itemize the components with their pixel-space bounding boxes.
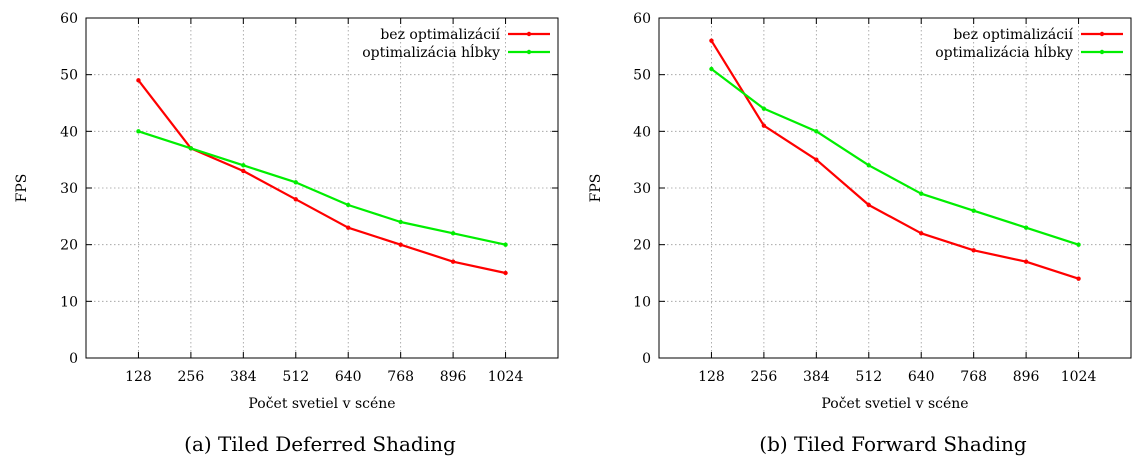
data-point <box>241 163 246 168</box>
data-point <box>293 197 298 202</box>
x-tick-label: 768 <box>960 369 987 385</box>
y-axis-label: FPS <box>14 174 30 203</box>
x-tick-label: 512 <box>282 369 309 385</box>
data-point <box>971 208 976 213</box>
data-point <box>919 191 924 196</box>
data-point <box>398 242 403 247</box>
data-point <box>346 202 351 208</box>
data-point <box>971 248 976 253</box>
subfigure-caption: (b) Tiled Forward Shading <box>759 432 1027 456</box>
data-point <box>761 123 767 128</box>
chart-a: 0 10 20 30 40 50 60 128 256 384 512 640 768 896 1024 Po… <box>14 11 559 456</box>
data-point <box>1076 242 1081 247</box>
data-point <box>814 129 819 134</box>
data-point <box>709 38 714 43</box>
x-tick-label: 256 <box>751 369 778 385</box>
y-tick-label: 20 <box>633 238 651 254</box>
series-line-1 <box>138 130 506 246</box>
legend-label: optimalizácia hĺbky <box>935 43 1073 61</box>
data-point <box>188 146 194 151</box>
series-line-1 <box>710 68 1079 246</box>
series-line-0 <box>710 40 1079 280</box>
series-line-0 <box>137 79 506 275</box>
x-tick-label: 640 <box>335 369 362 385</box>
y-tick-label: 40 <box>60 124 78 140</box>
data-point <box>450 231 456 236</box>
y-tick-label: 60 <box>60 11 78 27</box>
x-tick-label: 1024 <box>1061 369 1097 385</box>
y-tick-label: 50 <box>633 68 651 84</box>
data-point <box>866 163 871 168</box>
data-point <box>136 78 141 83</box>
x-tick-label: 896 <box>1013 369 1040 385</box>
chart-b: 0 10 20 30 40 50 60 128 256 384 512 640 768 896 1024 Po… <box>588 11 1132 456</box>
x-axis-label: Počet svetiel v scéne <box>821 396 968 412</box>
x-tick-label: 768 <box>387 369 414 385</box>
data-point <box>1023 259 1029 264</box>
y-tick-label: 10 <box>633 294 651 310</box>
data-point <box>398 219 403 225</box>
x-tick-label: 128 <box>125 369 152 385</box>
data-point <box>293 180 298 185</box>
legend-marker <box>1099 31 1105 37</box>
x-tick-label: 128 <box>698 369 725 385</box>
x-tick-label: 640 <box>908 369 935 385</box>
legend-marker <box>526 49 532 55</box>
data-point <box>241 168 246 174</box>
data-point <box>503 242 508 247</box>
y-tick-label: 0 <box>69 351 78 367</box>
y-tick-label: 30 <box>60 181 78 197</box>
data-point <box>136 129 141 134</box>
legend-label: optimalizácia hĺbky <box>362 43 500 61</box>
x-tick-label: 256 <box>178 369 205 385</box>
y-axis-label: FPS <box>588 174 604 203</box>
legend-label: bez optimalizácií <box>380 27 500 43</box>
x-tick-label: 384 <box>230 369 257 385</box>
y-tick-label: 10 <box>60 294 78 310</box>
data-point <box>1023 225 1029 230</box>
x-tick-label: 384 <box>803 369 830 385</box>
y-tick-label: 50 <box>60 68 78 84</box>
y-tick-label: 30 <box>633 181 651 197</box>
x-tick-label: 512 <box>855 369 882 385</box>
x-tick-label: 1024 <box>488 369 524 385</box>
data-point <box>503 270 508 276</box>
x-tick-label: 896 <box>440 369 467 385</box>
data-point <box>814 157 819 162</box>
legend-marker <box>526 31 532 37</box>
x-axis-label: Počet svetiel v scéne <box>248 396 395 412</box>
data-point <box>1076 276 1081 281</box>
y-tick-label: 0 <box>642 351 651 367</box>
data-point <box>346 225 351 230</box>
legend-marker <box>1099 49 1105 55</box>
legend-label: bez optimalizácií <box>953 27 1073 43</box>
data-point <box>866 202 871 208</box>
y-tick-label: 40 <box>633 124 651 140</box>
data-point <box>450 259 456 264</box>
data-point <box>709 66 714 72</box>
y-tick-label: 60 <box>633 11 651 27</box>
subfigure-caption: (a) Tiled Deferred Shading <box>184 432 456 456</box>
data-point <box>919 231 924 236</box>
y-tick-label: 20 <box>60 238 78 254</box>
data-point <box>761 106 767 111</box>
